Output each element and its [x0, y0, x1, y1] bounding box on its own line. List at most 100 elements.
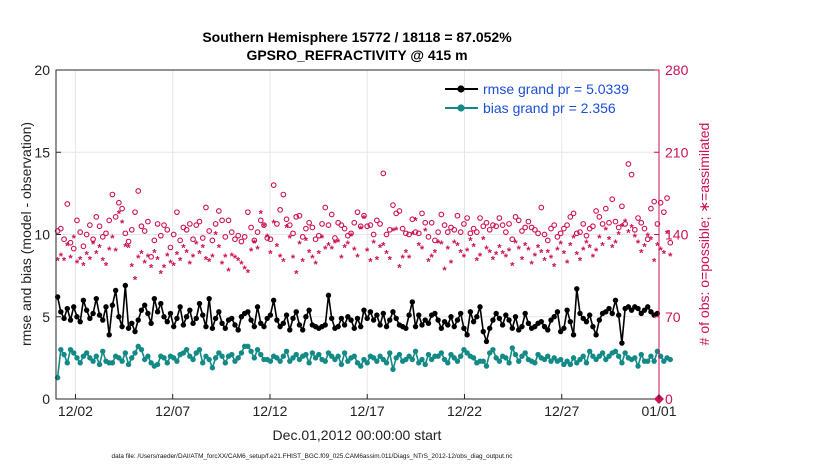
x-tick-label: 12/07 — [155, 403, 190, 419]
rmse-point — [474, 314, 479, 319]
bias-point — [306, 360, 311, 365]
bias-point — [503, 355, 508, 360]
bias-point — [239, 350, 244, 355]
rmse-point — [619, 340, 624, 345]
chart-title-line1: Southern Hemisphere 15772 / 18118 = 87.0… — [202, 29, 512, 45]
rmse-point — [510, 326, 515, 331]
rmse-point — [452, 324, 457, 329]
rmse-point — [268, 312, 273, 317]
assimilated-point: * — [81, 260, 86, 272]
bias-point — [364, 360, 369, 365]
bias-point — [426, 352, 431, 357]
right-axis: 070140210280 — [654, 62, 689, 407]
assimilated-point: * — [172, 260, 177, 272]
bias-point — [648, 354, 653, 359]
rmse-point — [132, 329, 137, 334]
assimilated-point: * — [68, 253, 73, 265]
possible-point — [665, 196, 670, 201]
assimilated-point: * — [478, 251, 483, 263]
assimilated-point: * — [213, 230, 218, 242]
bias-point — [571, 355, 576, 360]
rmse-point — [110, 303, 115, 308]
bias-point — [481, 358, 486, 363]
bias-point — [184, 347, 189, 352]
bias-point — [129, 355, 134, 360]
rmse-point — [606, 306, 611, 311]
rmse-point — [229, 316, 234, 321]
assimilated-point: * — [375, 254, 380, 266]
assimilated-point: * — [114, 246, 119, 258]
assimilated-point: * — [420, 244, 425, 256]
assimilated-point: * — [317, 249, 322, 261]
y-axis-label: rmse and bias (model - observation) — [18, 122, 34, 346]
rmse-point — [126, 326, 131, 331]
rmse-point — [458, 311, 463, 316]
rmse-point — [513, 314, 518, 319]
rmse-point — [587, 312, 592, 317]
assimilated-point: * — [291, 253, 296, 265]
assimilated-point: * — [368, 257, 373, 269]
bias-point — [568, 362, 573, 367]
bias-point — [235, 355, 240, 360]
rmse-point — [416, 312, 421, 317]
bias-point — [445, 360, 450, 365]
bias-point — [516, 358, 521, 363]
rmse-point — [74, 314, 79, 319]
y-tick-label: 20 — [34, 62, 50, 78]
bias-point — [126, 362, 131, 367]
bias-point — [339, 362, 344, 367]
assimilated-point: * — [149, 263, 154, 275]
rmse-point — [136, 317, 141, 322]
assimilated-point: * — [120, 218, 125, 230]
assimilated-point: * — [362, 213, 367, 225]
assimilated-point: * — [210, 252, 215, 264]
rmse-point — [177, 304, 182, 309]
rmse-point — [100, 317, 105, 322]
rmse-point — [326, 293, 331, 298]
bias-point — [632, 355, 637, 360]
rmse-point — [381, 311, 386, 316]
bias-point — [145, 354, 150, 359]
assimilated-point: * — [217, 243, 222, 255]
bias-point — [123, 350, 128, 355]
bias-point — [223, 360, 228, 365]
assimilated-point: * — [294, 268, 299, 280]
rmse-point — [519, 324, 524, 329]
rmse-point — [506, 317, 511, 322]
bias-point — [635, 363, 640, 368]
rmse-point — [593, 332, 598, 337]
rmse-point — [635, 306, 640, 311]
rmse-point — [97, 312, 102, 317]
bias-point — [600, 350, 605, 355]
bias-point — [639, 352, 644, 357]
bias-point — [455, 358, 460, 363]
bias-point — [161, 355, 166, 360]
x-tick-label: 12/22 — [447, 403, 482, 419]
assimilated-point: * — [371, 238, 376, 250]
rmse-point — [464, 332, 469, 337]
bias-point — [284, 349, 289, 354]
bias-point — [342, 350, 347, 355]
assimilated-point: * — [349, 231, 354, 243]
assimilated-point: * — [178, 256, 183, 268]
rmse-point — [219, 321, 224, 326]
rmse-point — [145, 311, 150, 316]
bias-point — [165, 360, 170, 365]
rmse-point — [181, 322, 186, 327]
bias-point — [248, 349, 253, 354]
assimilated-point: * — [336, 237, 341, 249]
rmse-point — [487, 326, 492, 331]
rmse-point — [468, 309, 473, 314]
rmse-point — [435, 317, 440, 322]
rmse-point — [81, 298, 86, 303]
bias-point — [316, 352, 321, 357]
assimilated-point: * — [526, 245, 531, 257]
rmse-point — [339, 316, 344, 321]
rmse-point — [384, 324, 389, 329]
bias-point — [77, 360, 82, 365]
assimilated-point: * — [339, 253, 344, 265]
assimilated-point: * — [355, 252, 360, 264]
bias-point — [619, 360, 624, 365]
bias-point — [323, 358, 328, 363]
